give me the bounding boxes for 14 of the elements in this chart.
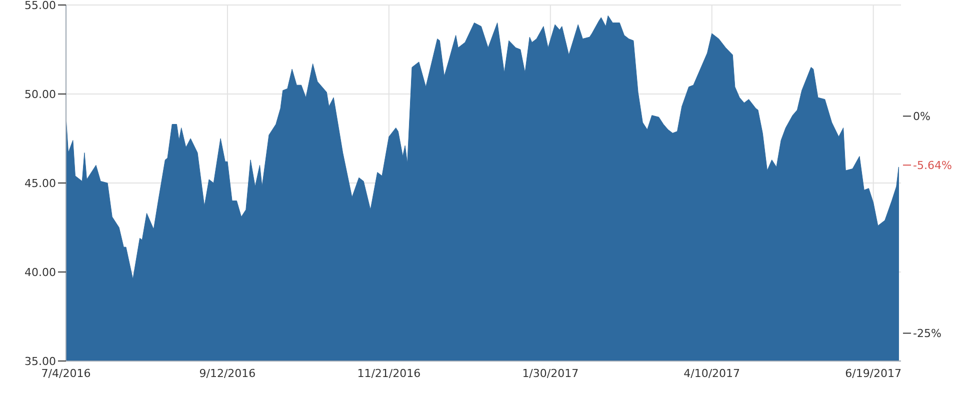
x-tick-label: 1/30/2017: [522, 367, 579, 380]
x-tick-label: 4/10/2017: [684, 367, 740, 380]
y2-tick-label: -25%: [913, 327, 942, 340]
x-tick-label: 7/4/2016: [41, 367, 91, 380]
x-tick-label: 9/12/2016: [199, 367, 256, 380]
ref-line-label: -5.64%: [913, 158, 952, 172]
y-tick-label: 55.00: [24, 0, 56, 12]
y2-tick-label: 0%: [913, 110, 930, 123]
y-tick-label: 35.00: [24, 354, 56, 368]
y-tick-label: 45.00: [24, 176, 56, 190]
x-tick-label: 11/21/2016: [357, 367, 421, 380]
y-tick-label: 40.00: [24, 266, 56, 279]
x-tick-label: 6/19/2017: [845, 367, 902, 380]
y-tick-label: 50.00: [24, 88, 56, 101]
